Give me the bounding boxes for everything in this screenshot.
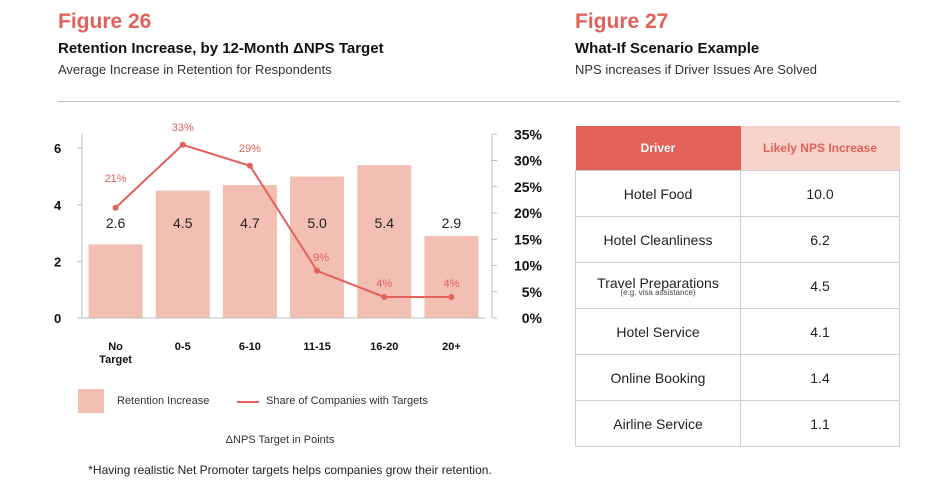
footnote: *Having realistic Net Promoter targets h…	[88, 463, 492, 477]
category-label: 20+	[442, 341, 461, 353]
right-axis-tick-label: 15%	[514, 231, 543, 247]
category-label: 11-15	[303, 341, 331, 353]
driver-name: Travel Preparations	[597, 274, 719, 291]
bar-value-label: 2.6	[106, 215, 126, 231]
bar-value-label: 2.9	[442, 215, 462, 231]
table-row: Online Booking 1.4	[575, 354, 900, 401]
driver-name: Airline Service	[613, 415, 703, 432]
bar	[222, 184, 277, 318]
share-point	[381, 294, 388, 300]
driver-name: Hotel Cleanliness	[603, 231, 713, 248]
figure-26-subtitle: Average Increase in Retention for Respon…	[58, 62, 332, 77]
table-row: Travel Preparations (e.g. visa assistance…	[575, 262, 900, 309]
right-axis-tick-label: 10%	[514, 258, 543, 274]
right-axis-tick-label: 35%	[514, 126, 543, 142]
header-divider	[58, 101, 900, 102]
right-axis-tick-label: 20%	[514, 205, 543, 221]
table-row: Hotel Cleanliness 6.2	[575, 216, 900, 263]
x-axis-title: ΔNPS Target in Points	[225, 434, 335, 446]
bar	[357, 165, 412, 318]
table-row: Airline Service 1.1	[575, 400, 900, 447]
nps-value: 1.1	[740, 400, 900, 447]
category-label: 16-20	[370, 341, 398, 353]
share-point	[179, 141, 186, 148]
nps-value: 4.5	[740, 262, 900, 309]
share-point	[448, 294, 455, 300]
driver-cell: Airline Service	[575, 400, 741, 447]
right-axis-tick-label: 25%	[514, 179, 543, 195]
figure-27-subtitle: NPS increases if Driver Issues Are Solve…	[575, 62, 818, 77]
driver-cell: Hotel Food	[575, 170, 741, 217]
driver-table: Driver Likely NPS Increase Hotel Food 10…	[575, 126, 900, 447]
right-axis-tick-label: 5%	[522, 284, 543, 300]
share-point	[314, 267, 321, 274]
figure-27-label: Figure 27	[575, 10, 669, 33]
bar-value-label: 5.4	[375, 215, 395, 231]
nps-value: 4.1	[740, 308, 900, 355]
driver-note: (e.g. visa assistance)	[620, 287, 696, 297]
driver-name: Hotel Service	[616, 323, 700, 340]
nps-value: 10.0	[740, 170, 900, 217]
table-row: Hotel Service 4.1	[575, 308, 900, 355]
category-label: Target	[99, 354, 132, 366]
bar	[88, 244, 143, 318]
line-value-label: 21%	[105, 173, 127, 185]
line-value-label: 29%	[239, 143, 261, 155]
line-value-label: 33%	[172, 122, 194, 134]
line-value-label: 4%	[443, 278, 459, 290]
bar-value-label: 4.5	[173, 215, 193, 231]
figure-27-title: What-If Scenario Example	[575, 40, 760, 57]
line-value-label: 9%	[313, 252, 329, 264]
nps-value: 6.2	[740, 216, 900, 263]
left-axis-tick-label: 2	[54, 254, 61, 269]
left-axis-tick-label: 6	[54, 141, 61, 156]
legend-line-swatch	[237, 401, 259, 403]
bar	[155, 190, 210, 318]
bar-value-label: 4.7	[240, 215, 260, 231]
line-value-label: 4%	[376, 278, 392, 290]
bar	[290, 176, 345, 318]
driver-name: Hotel Food	[623, 185, 693, 202]
retention-chart: 0 2 4 6 0% 5% 10% 15% 20% 25% 30% 35% 2.6 4.5 4.7 5.0 5.…	[54, 122, 543, 366]
header-driver: Driver	[575, 126, 741, 171]
figure-26-label: Figure 26	[58, 10, 152, 33]
nps-value: 1.4	[740, 354, 900, 401]
table-row: Hotel Food 10.0	[575, 170, 900, 217]
table-header-row: Driver Likely NPS Increase	[575, 126, 900, 171]
figure-26-title: Retention Increase, by 12-Month ΔNPS Tar…	[58, 40, 384, 57]
legend-bar-label: Retention Increase	[117, 395, 210, 407]
right-axis-tick-label: 30%	[514, 153, 543, 169]
legend-bar-swatch	[78, 389, 104, 413]
share-point	[246, 162, 253, 169]
category-label: No	[108, 341, 123, 353]
driver-cell: Online Booking	[575, 354, 741, 401]
left-axis-tick-label: 4	[54, 198, 62, 213]
legend-line-label: Share of Companies with Targets	[266, 395, 428, 407]
bar	[424, 235, 479, 318]
share-point	[112, 204, 119, 211]
driver-cell: Hotel Cleanliness	[575, 216, 741, 263]
driver-cell: Hotel Service	[575, 308, 741, 355]
driver-name: Online Booking	[610, 369, 706, 386]
share-line	[114, 143, 452, 298]
left-axis-tick-label: 0	[54, 311, 61, 326]
category-label: 6-10	[239, 341, 261, 353]
category-label: 0-5	[175, 341, 191, 353]
header-likely-nps-increase: Likely NPS Increase	[740, 126, 900, 171]
driver-cell: Travel Preparations (e.g. visa assistance…	[575, 262, 741, 309]
right-axis-tick-label: 0%	[522, 310, 543, 326]
bar-value-label: 5.0	[307, 215, 327, 231]
